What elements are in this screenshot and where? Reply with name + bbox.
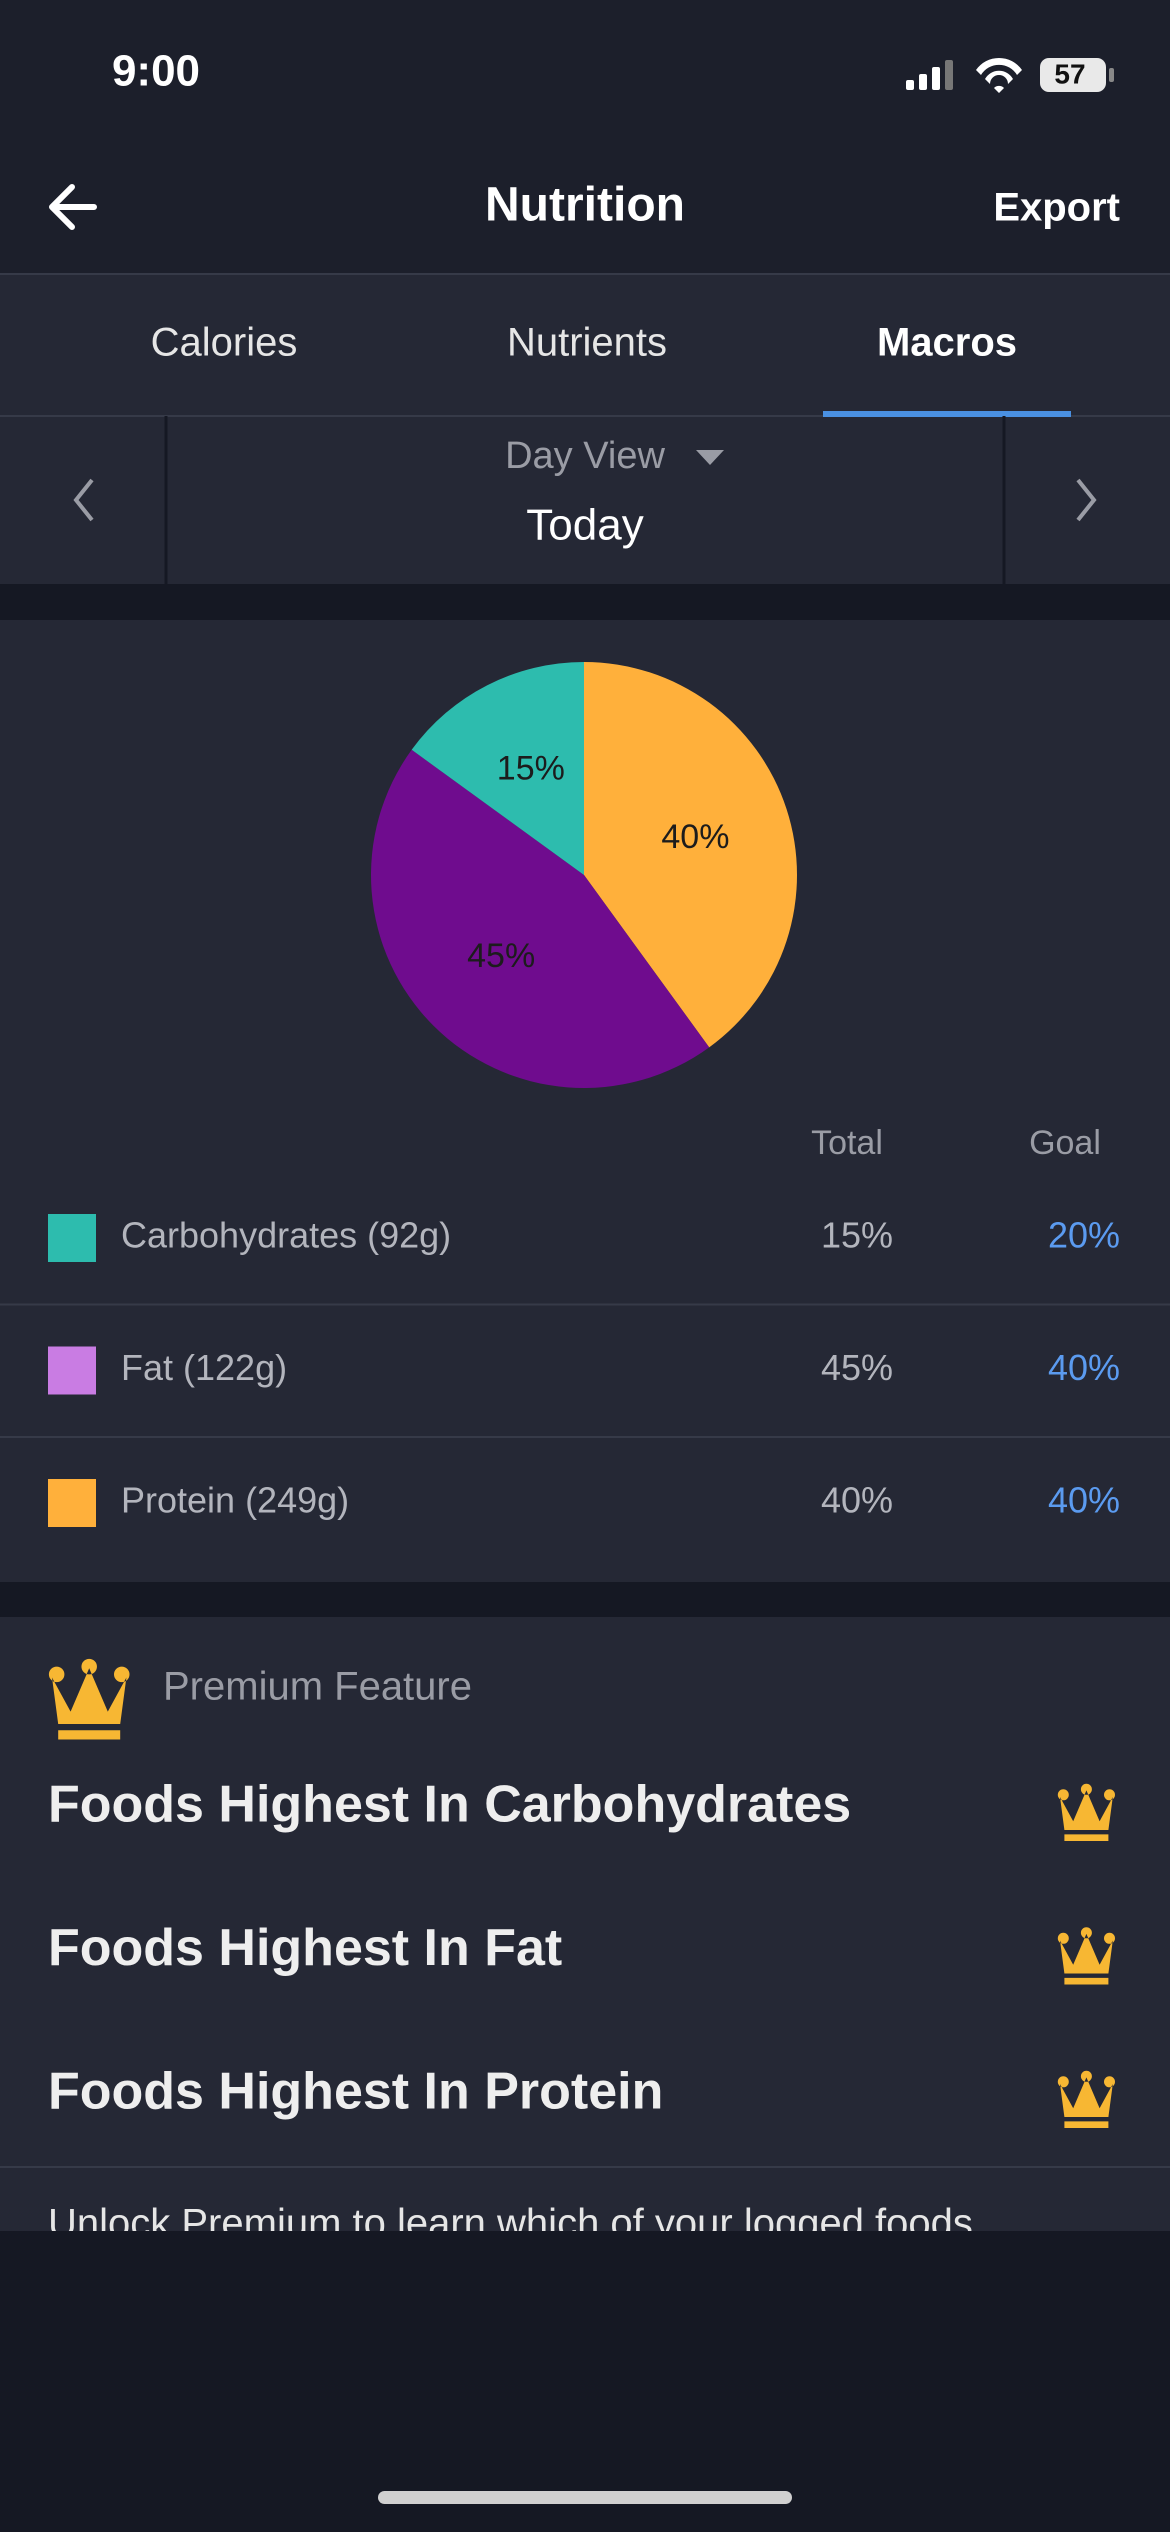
column-header: Total bbox=[811, 1124, 883, 1162]
slice-label: 45% bbox=[467, 937, 535, 975]
macro-label: Protein (249g) bbox=[121, 1480, 349, 1521]
battery-icon bbox=[1040, 58, 1106, 92]
tab[interactable]: Nutrients bbox=[507, 321, 667, 365]
tab-underline bbox=[823, 411, 1071, 417]
next-button[interactable] bbox=[1076, 478, 1097, 522]
premium-footer: Unlock Premium to learn which of your lo… bbox=[48, 2202, 973, 2246]
macro-total: 40% bbox=[821, 1480, 893, 1521]
export-button[interactable]: Export bbox=[993, 186, 1120, 230]
column-header: Goal bbox=[1029, 1124, 1101, 1162]
macro-total: 15% bbox=[821, 1215, 893, 1256]
tab[interactable]: Macros bbox=[877, 321, 1017, 365]
nav-bg bbox=[0, 274, 1170, 584]
dropdown-icon[interactable] bbox=[696, 450, 724, 465]
macro-goal: 40% bbox=[1048, 1480, 1120, 1521]
slice-label: 15% bbox=[497, 750, 565, 788]
premium-item[interactable]: Foods Highest In Protein bbox=[48, 2063, 663, 2121]
pie-slice bbox=[371, 749, 710, 1088]
back-button[interactable] bbox=[49, 184, 97, 230]
pie-slice bbox=[411, 662, 584, 875]
wifi-icon bbox=[976, 57, 1022, 93]
home-indicator bbox=[378, 2491, 792, 2504]
status-time: 9:00 bbox=[112, 47, 200, 96]
header-bg bbox=[0, 0, 1170, 274]
premium-item[interactable]: Foods Highest In Fat bbox=[48, 1919, 562, 1977]
page-title: Nutrition bbox=[485, 179, 685, 232]
view-selector[interactable]: Day View bbox=[505, 435, 665, 477]
slice-label: 40% bbox=[661, 818, 729, 856]
macro-total: 45% bbox=[821, 1347, 893, 1388]
premium-badge: Premium Feature bbox=[163, 1665, 472, 1709]
battery-tip bbox=[1109, 68, 1114, 82]
macro-label: Carbohydrates (92g) bbox=[121, 1215, 451, 1256]
tab[interactable]: Calories bbox=[151, 321, 298, 365]
legend-swatch bbox=[48, 1346, 96, 1395]
battery-level: 57 bbox=[1054, 58, 1085, 89]
prev-button[interactable] bbox=[73, 478, 94, 522]
legend-swatch bbox=[48, 1214, 96, 1262]
macro-goal: 20% bbox=[1048, 1215, 1120, 1256]
signal-icon bbox=[906, 60, 953, 90]
pie-slice bbox=[584, 662, 798, 1048]
date-label: Today bbox=[526, 501, 643, 550]
premium-card bbox=[0, 1617, 1170, 2231]
macro-goal: 40% bbox=[1048, 1347, 1120, 1388]
macro-label: Fat (122g) bbox=[121, 1347, 287, 1388]
legend-swatch bbox=[48, 1479, 96, 1527]
premium-item[interactable]: Foods Highest In Carbohydrates bbox=[48, 1776, 851, 1834]
